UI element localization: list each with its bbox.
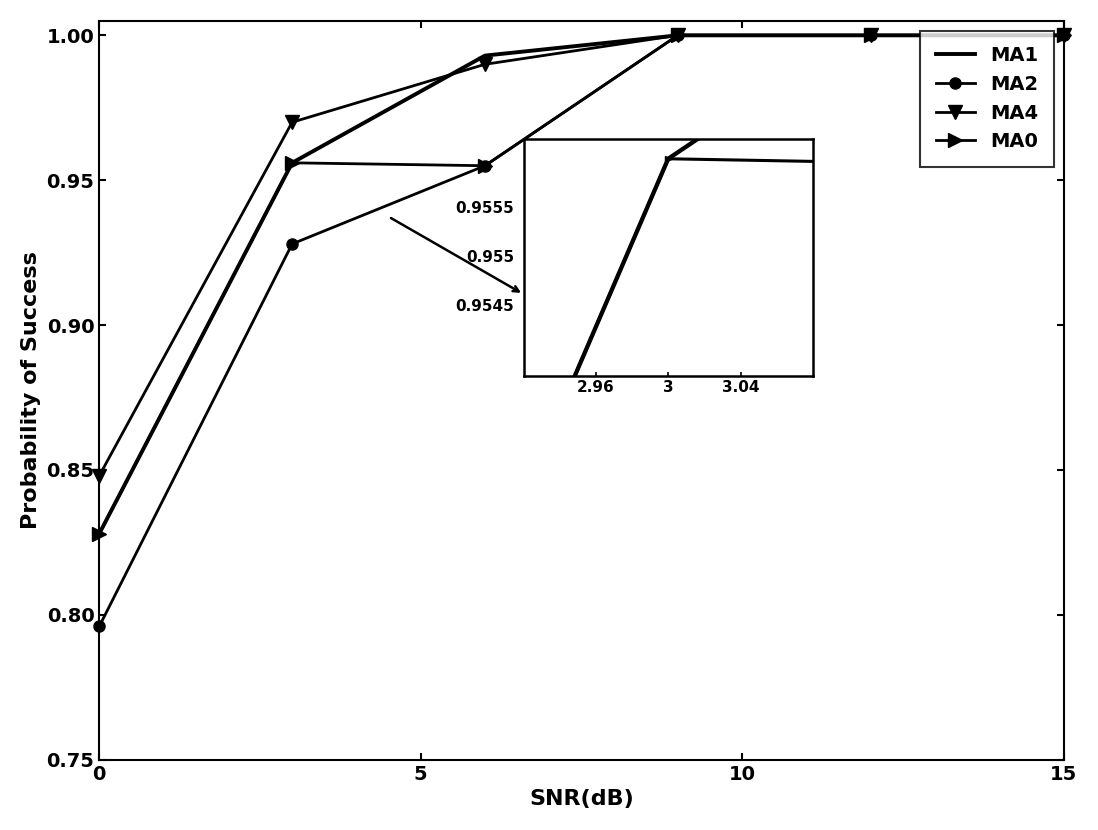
Line: MA2: MA2 xyxy=(93,30,1069,632)
MA1 xyxy=(864,31,877,41)
MA0 xyxy=(864,31,877,41)
MA4 xyxy=(92,471,105,481)
MA0 xyxy=(479,161,492,171)
MA1 xyxy=(671,31,684,41)
MA1 xyxy=(1057,31,1071,41)
MA2 xyxy=(1057,31,1071,41)
MA2 xyxy=(864,31,877,41)
MA1 xyxy=(285,158,299,168)
MA2 xyxy=(671,31,684,41)
Text: 0.9545: 0.9545 xyxy=(456,299,514,314)
MA4 xyxy=(671,31,684,41)
X-axis label: SNR(dB): SNR(dB) xyxy=(529,789,634,809)
MA2 xyxy=(479,161,492,171)
Y-axis label: Probability of Success: Probability of Success xyxy=(21,251,41,530)
Text: 0.955: 0.955 xyxy=(466,250,514,265)
MA2 xyxy=(92,622,105,632)
Text: 0.9555: 0.9555 xyxy=(456,201,514,216)
Legend: MA1, MA2, MA4, MA0: MA1, MA2, MA4, MA0 xyxy=(920,31,1054,167)
MA4 xyxy=(864,31,877,41)
Line: MA1: MA1 xyxy=(99,36,1064,534)
MA0 xyxy=(671,31,684,41)
MA4 xyxy=(479,59,492,69)
Line: MA4: MA4 xyxy=(92,28,1071,483)
Line: MA0: MA0 xyxy=(92,28,1071,540)
MA4 xyxy=(285,117,299,127)
MA0 xyxy=(1057,31,1071,41)
MA0 xyxy=(92,529,105,539)
MA2 xyxy=(285,239,299,249)
MA1 xyxy=(92,529,105,539)
MA0 xyxy=(285,158,299,168)
MA4 xyxy=(1057,31,1071,41)
MA1 xyxy=(479,51,492,61)
